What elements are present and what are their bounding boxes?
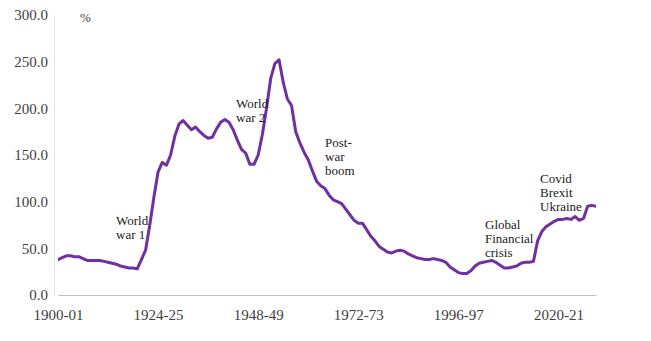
- annotation: CovidBrexitUkraine: [540, 171, 582, 214]
- y-tick: 100.0: [14, 194, 54, 210]
- y-tick: 250.0: [14, 54, 54, 70]
- y-tick-label: 50.0: [22, 241, 48, 257]
- x-tick-label: 1948-49: [234, 307, 284, 323]
- annotation-line: Covid: [540, 171, 572, 186]
- annotation-line: World: [116, 213, 149, 228]
- annotation-line: Financial: [485, 231, 534, 246]
- x-tick-label: 1924-25: [134, 307, 184, 323]
- annotation-line: war 2: [236, 110, 265, 125]
- y-tick: 200.0: [14, 101, 54, 117]
- x-tick: 1924-25: [134, 295, 184, 323]
- y-tick-label: 300.0: [14, 7, 48, 23]
- y-tick-label: 250.0: [14, 54, 48, 70]
- x-tick-label: 2020-21: [534, 307, 584, 323]
- x-axis-line: [59, 295, 597, 296]
- x-tick: 1948-49: [234, 295, 284, 323]
- annotation-line: boom: [325, 163, 355, 178]
- annotation-line: Brexit: [540, 185, 573, 200]
- annotation-text: GlobalFinancialcrisis: [485, 217, 534, 260]
- annotation-line: war 1: [116, 227, 145, 242]
- x-tick-label: 1972-73: [334, 307, 384, 323]
- annotation-line: crisis: [485, 245, 512, 260]
- y-tick-label: 150.0: [14, 147, 48, 163]
- annotation-line: Post-: [325, 135, 352, 150]
- annotation: Worldwar 2: [236, 96, 269, 125]
- annotation-line: Global: [485, 217, 521, 232]
- x-axis: 1900-01 1924-25 1948-49 1972-73 1996-97 2020-…: [34, 295, 597, 323]
- y-tick-label: 200.0: [14, 101, 48, 117]
- annotation-text: Worldwar 1: [116, 213, 149, 242]
- y-tick: 0.0: [29, 287, 54, 303]
- x-tick-label: 1900-01: [34, 307, 84, 323]
- annotation: Post-warboom: [325, 135, 355, 178]
- y-tick: 150.0: [14, 147, 54, 163]
- x-tick: 1900-01: [34, 295, 84, 323]
- data-line: [58, 60, 596, 274]
- y-tick-label: 0.0: [29, 287, 48, 303]
- annotation: GlobalFinancialcrisis: [485, 217, 534, 260]
- annotation-line: World: [236, 96, 269, 111]
- y-axis-line: [54, 16, 55, 296]
- x-tick: 1972-73: [334, 295, 384, 323]
- x-tick: 1996-97: [434, 295, 484, 323]
- x-tick-label: 1996-97: [434, 307, 484, 323]
- y-tick: 300.0: [14, 7, 54, 23]
- annotation-line: war: [325, 149, 345, 164]
- x-tick: 2020-21: [534, 295, 584, 323]
- y-axis-title: %: [80, 10, 91, 25]
- annotation-text: Worldwar 2: [236, 96, 269, 125]
- annotation-line: Ukraine: [540, 199, 582, 214]
- annotation-text: CovidBrexitUkraine: [540, 171, 582, 214]
- plot-area: [58, 60, 596, 274]
- y-tick: 50.0: [22, 241, 54, 257]
- annotation-text: Post-warboom: [325, 135, 355, 178]
- y-axis: 0.0 50.0 100.0 150.0 200.0 250.0 300.0: [14, 7, 54, 303]
- chart: 0.050.0100.0150.0200.0250.0300.01900-011…: [0, 0, 651, 341]
- annotation: Worldwar 1: [116, 213, 149, 242]
- y-tick-label: 100.0: [14, 194, 48, 210]
